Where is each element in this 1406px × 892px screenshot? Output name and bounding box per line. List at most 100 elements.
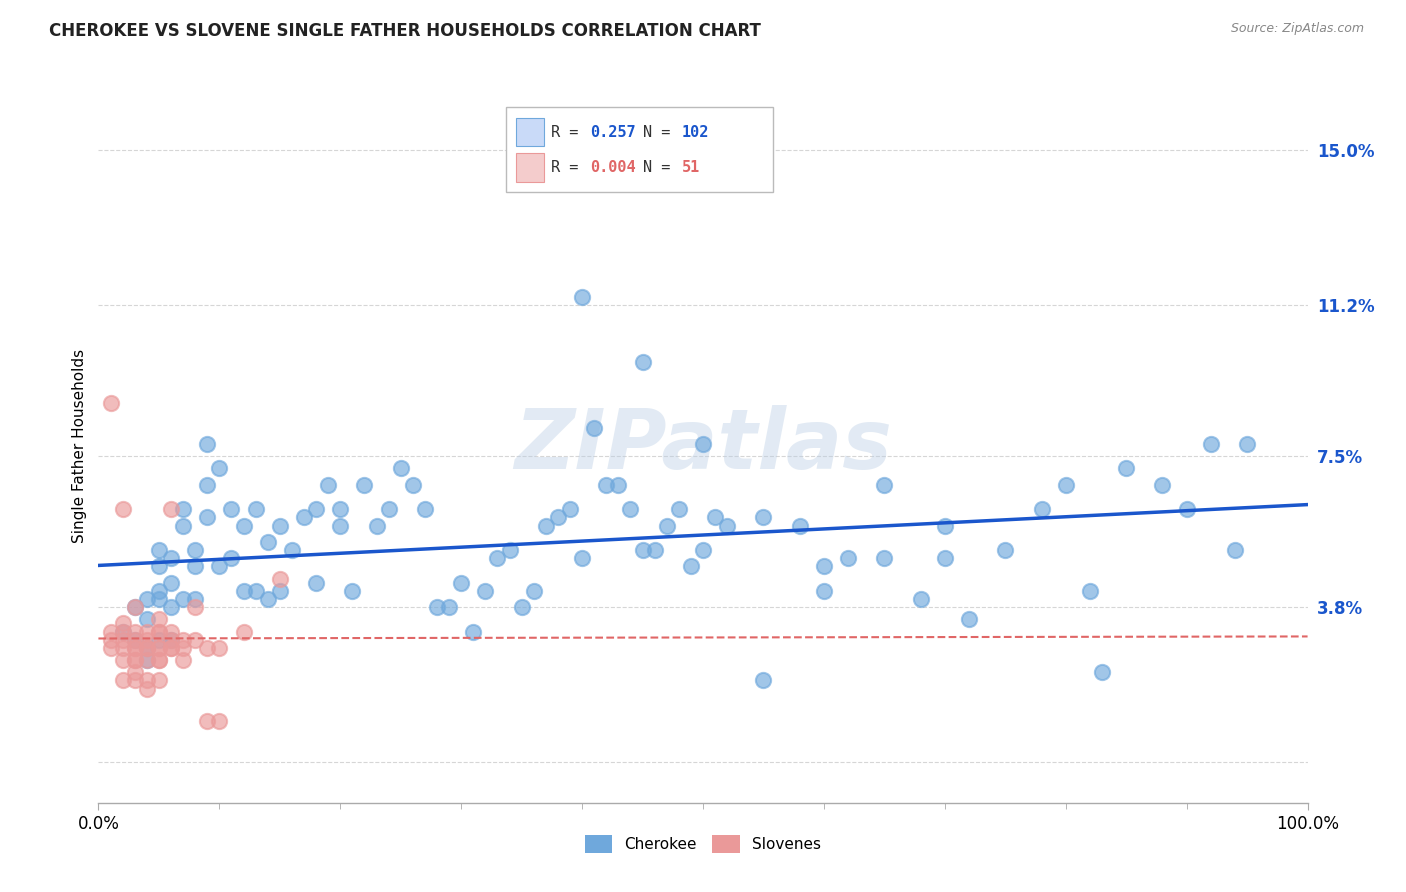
Point xyxy=(558,502,581,516)
Point xyxy=(160,551,183,566)
Point xyxy=(269,518,291,533)
Point xyxy=(195,510,218,524)
Point xyxy=(135,632,157,647)
Point xyxy=(148,624,170,639)
Point xyxy=(474,583,496,598)
Point xyxy=(124,640,146,655)
Point xyxy=(692,543,714,558)
Point xyxy=(135,673,157,688)
Point xyxy=(269,583,291,598)
Point xyxy=(111,640,134,655)
Point xyxy=(292,510,315,524)
Point xyxy=(837,551,859,566)
Point xyxy=(450,575,472,590)
Point xyxy=(873,477,896,491)
Point xyxy=(148,591,170,606)
Point xyxy=(148,559,170,574)
Point xyxy=(148,624,170,639)
Point xyxy=(232,518,254,533)
Point xyxy=(486,551,509,566)
Point xyxy=(160,632,183,647)
Point xyxy=(463,624,485,639)
Point xyxy=(692,437,714,451)
Point xyxy=(135,640,157,655)
Point xyxy=(994,543,1017,558)
Point xyxy=(245,502,267,516)
Text: N =: N = xyxy=(643,161,679,175)
Text: Source: ZipAtlas.com: Source: ZipAtlas.com xyxy=(1230,22,1364,36)
Point xyxy=(111,624,134,639)
Point xyxy=(135,640,157,655)
Point xyxy=(583,420,606,434)
Point xyxy=(172,502,194,516)
Point xyxy=(437,600,460,615)
Point xyxy=(172,653,194,667)
Point xyxy=(124,665,146,680)
Text: 102: 102 xyxy=(682,125,709,139)
Point xyxy=(571,290,593,304)
Point xyxy=(172,640,194,655)
Point xyxy=(111,653,134,667)
Point xyxy=(329,518,352,533)
Point xyxy=(1236,437,1258,451)
Text: ZIPatlas: ZIPatlas xyxy=(515,406,891,486)
Point xyxy=(148,640,170,655)
Point xyxy=(172,632,194,647)
Point xyxy=(172,591,194,606)
Point xyxy=(124,600,146,615)
Point xyxy=(100,396,122,410)
Point xyxy=(534,518,557,533)
Point xyxy=(124,640,146,655)
Point xyxy=(910,591,932,606)
Point xyxy=(366,518,388,533)
Point xyxy=(305,575,328,590)
Point xyxy=(1175,502,1198,516)
Point xyxy=(668,502,690,516)
Point xyxy=(148,543,170,558)
Point xyxy=(510,600,533,615)
Point xyxy=(619,502,641,516)
Point xyxy=(1199,437,1222,451)
Point xyxy=(160,632,183,647)
Point xyxy=(184,632,207,647)
Point xyxy=(124,632,146,647)
Point xyxy=(269,572,291,586)
Point xyxy=(1152,477,1174,491)
Point xyxy=(607,477,630,491)
Point xyxy=(148,653,170,667)
Point xyxy=(135,640,157,655)
Point xyxy=(124,600,146,615)
Point xyxy=(124,624,146,639)
Point xyxy=(813,559,835,574)
Point xyxy=(232,583,254,598)
Point xyxy=(1078,583,1101,598)
Point xyxy=(184,559,207,574)
Point xyxy=(124,673,146,688)
Point xyxy=(160,502,183,516)
Point xyxy=(655,518,678,533)
Point xyxy=(184,543,207,558)
Point xyxy=(232,624,254,639)
Point xyxy=(571,551,593,566)
Point xyxy=(377,502,399,516)
Point xyxy=(100,640,122,655)
Point xyxy=(111,632,134,647)
Text: 0.004: 0.004 xyxy=(591,161,636,175)
Point xyxy=(752,673,775,688)
Point xyxy=(1223,543,1246,558)
Point xyxy=(221,551,243,566)
Point xyxy=(195,437,218,451)
Text: 0.257: 0.257 xyxy=(591,125,636,139)
Point xyxy=(135,653,157,667)
Point xyxy=(172,518,194,533)
Point xyxy=(281,543,304,558)
Point xyxy=(716,518,738,533)
Point xyxy=(135,624,157,639)
Point xyxy=(124,632,146,647)
Point xyxy=(402,477,425,491)
Point xyxy=(111,502,134,516)
Point xyxy=(256,591,278,606)
Point xyxy=(934,551,956,566)
Point xyxy=(160,600,183,615)
Point xyxy=(1031,502,1053,516)
